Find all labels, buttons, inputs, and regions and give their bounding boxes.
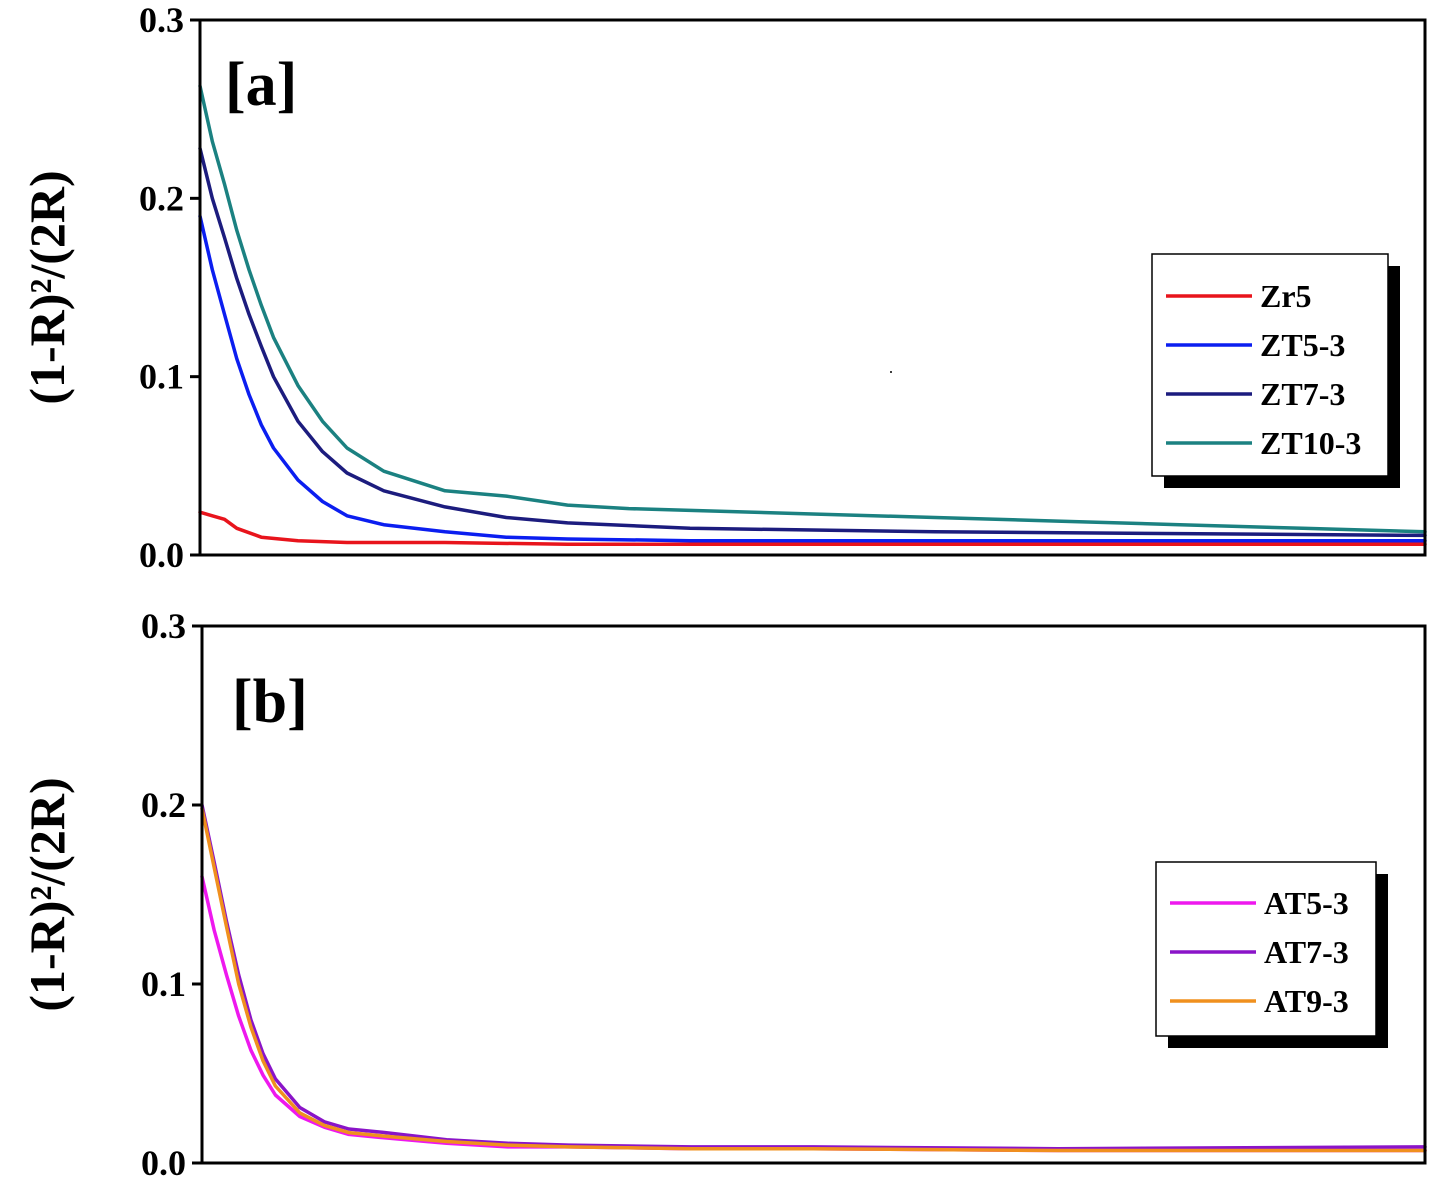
y-tick-label: 0.0 — [141, 1143, 186, 1178]
chart-panel-1: 0.0 0.1 0.2 0.3 (1-R)²/(2R) [a] Zr5 ZT5-3 ZT7-3 Z… — [19, 0, 1427, 575]
series-line-2 — [198, 214, 1427, 543]
legend-label: Zr5 — [1260, 278, 1312, 314]
panel-label: [b] — [232, 668, 308, 736]
series-line-4 — [198, 84, 1427, 534]
panel-label: [a] — [225, 51, 297, 119]
y-tick-label: 0.3 — [139, 0, 184, 40]
y-tick-label: 0.3 — [141, 606, 186, 646]
legend-label: AT5-3 — [1264, 885, 1349, 921]
plot-frame — [200, 624, 1427, 1165]
series-line-3 — [200, 806, 1427, 1153]
legend-box — [1151, 253, 1389, 477]
series-line-3 — [198, 146, 1427, 538]
legend-label: AT9-3 — [1264, 983, 1349, 1019]
legend-label: AT7-3 — [1264, 934, 1349, 970]
y-axis-label: (1-R)²/(2R) — [19, 170, 75, 404]
y-tick-label: 0.0 — [139, 535, 184, 575]
legend-label: ZT5-3 — [1260, 327, 1345, 363]
y-tick-label: 0.1 — [139, 357, 184, 397]
series-line-1 — [198, 510, 1427, 547]
y-tick-label: 0.2 — [141, 785, 186, 825]
stray-dot — [890, 371, 892, 373]
legend-box — [1155, 861, 1377, 1037]
y-tick-label: 0.1 — [141, 964, 186, 1004]
chart-panel-2: 0.0 0.1 0.2 0.3 (1-R)²/(2R) [b] AT5-3 AT7-3 AT9-… — [19, 606, 1427, 1178]
legend-label: ZT10-3 — [1260, 425, 1361, 461]
y-axis-label: (1-R)²/(2R) — [19, 777, 75, 1011]
plot-frame — [198, 18, 1427, 557]
y-tick-label: 0.2 — [139, 178, 184, 218]
legend-label: ZT7-3 — [1260, 376, 1345, 412]
